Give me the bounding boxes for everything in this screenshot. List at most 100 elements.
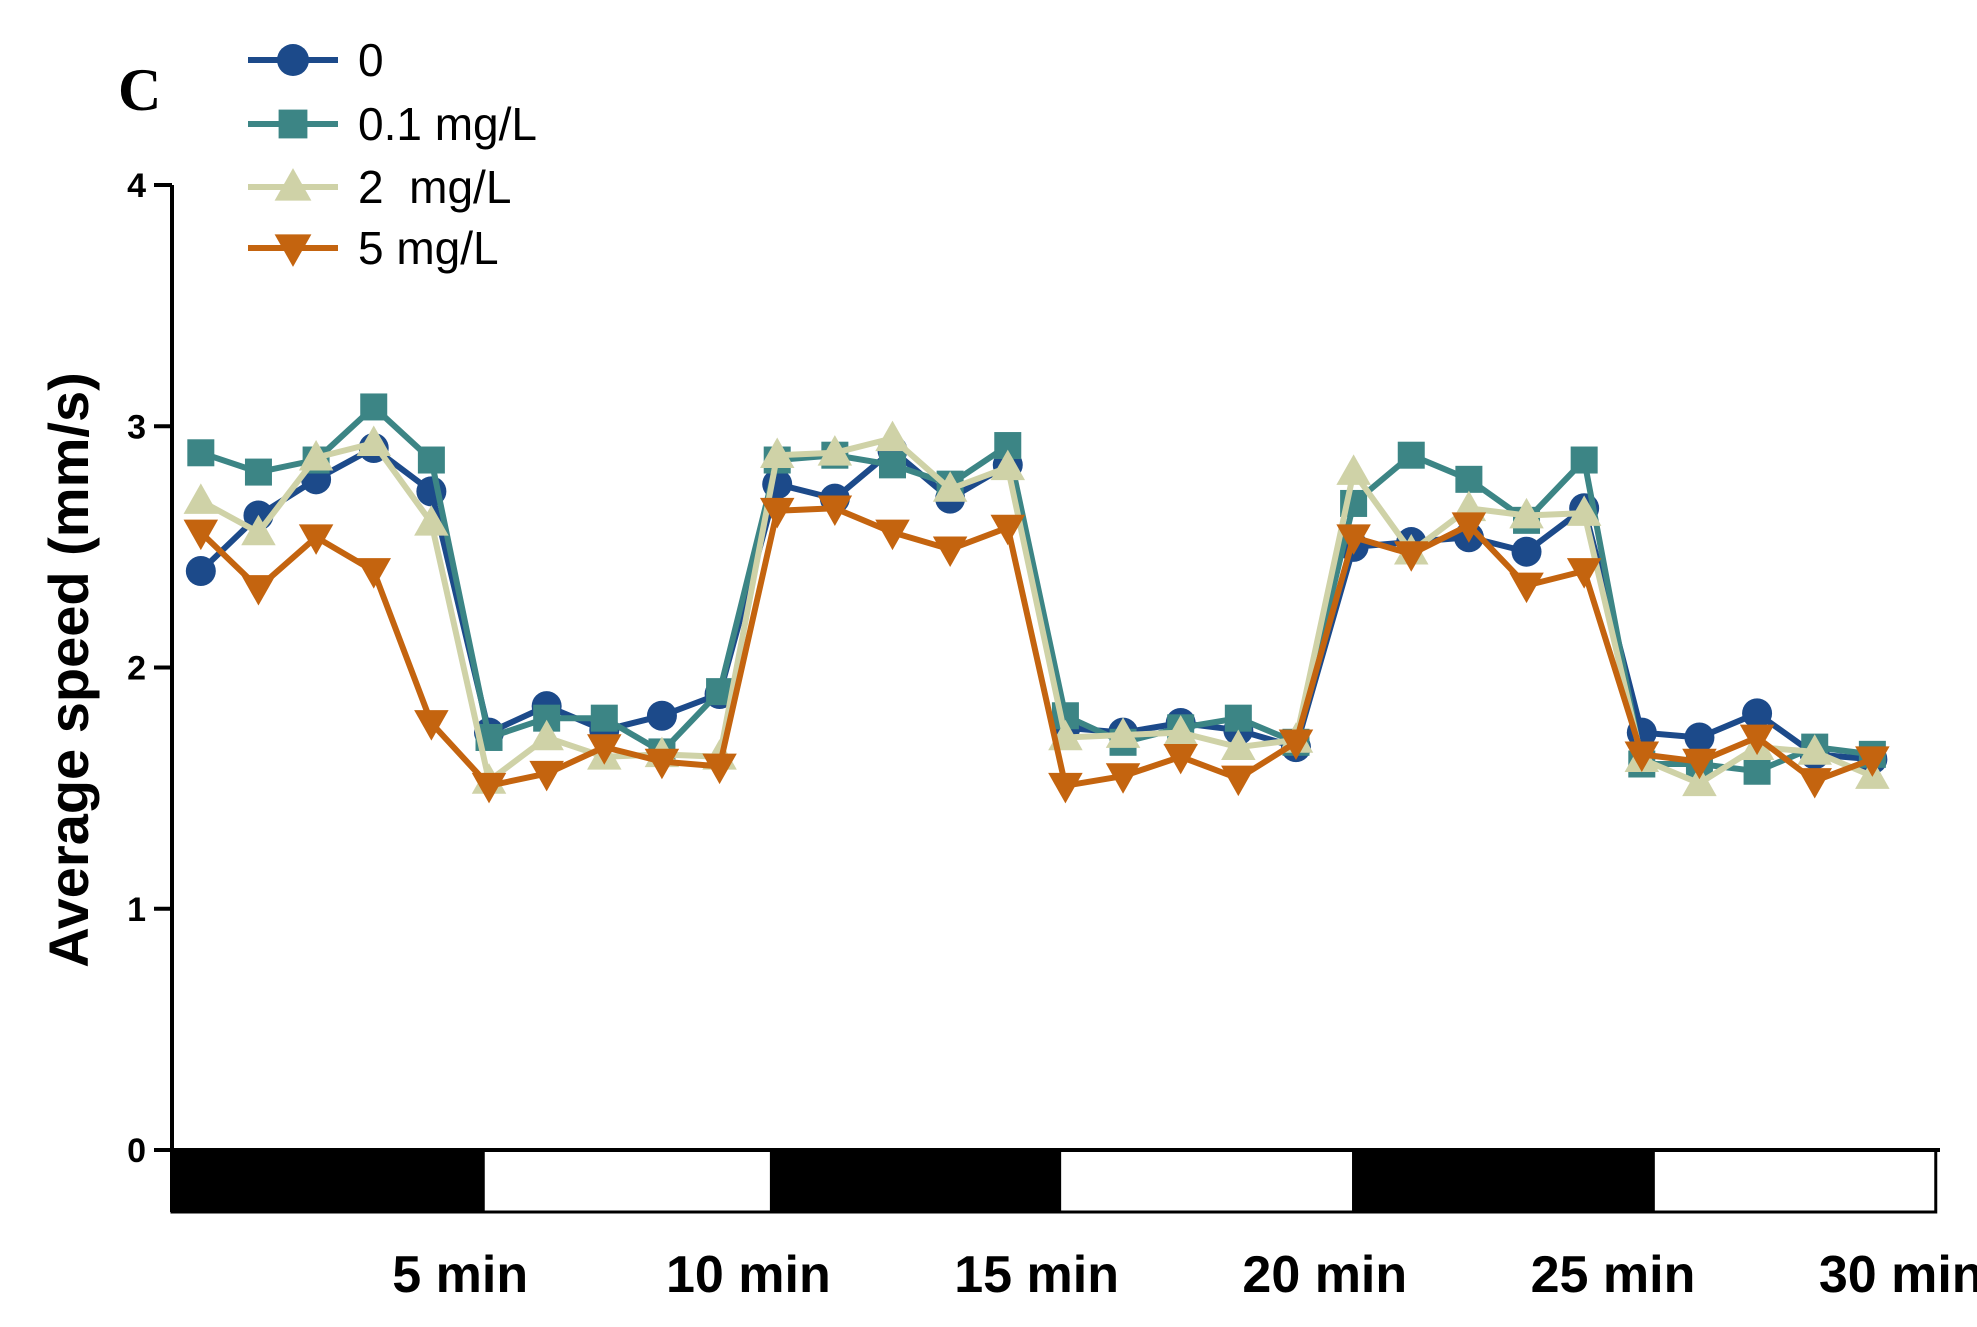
data-point-s4-16 bbox=[1048, 772, 1083, 804]
legend-label-2: 0.1 mg/L bbox=[358, 98, 537, 150]
data-point-s3-14 bbox=[932, 471, 968, 502]
data-point-s3-12 bbox=[817, 435, 853, 466]
data-point-s4-18 bbox=[1163, 743, 1198, 775]
data-point-s3-17 bbox=[1105, 717, 1141, 748]
legend-label-1: 0 bbox=[358, 34, 384, 86]
data-point-s3-19 bbox=[1221, 729, 1256, 760]
data-point-s4-29 bbox=[1797, 768, 1832, 799]
legend-marker-4 bbox=[274, 234, 312, 267]
series-line-3 bbox=[199, 435, 1874, 787]
y-tick-label-4: 4 bbox=[127, 167, 146, 205]
data-point-s3-7 bbox=[529, 719, 564, 751]
data-point-s1-28 bbox=[1742, 698, 1773, 729]
data-point-s4-28 bbox=[1739, 724, 1775, 756]
y-tick-label-1: 1 bbox=[127, 891, 146, 929]
data-point-s3-2 bbox=[241, 514, 276, 546]
data-point-s4-21 bbox=[1336, 524, 1371, 555]
data-point-s2-4 bbox=[360, 393, 388, 421]
data-point-s4-3 bbox=[298, 524, 334, 555]
y-tick-label-0: 0 bbox=[127, 1132, 146, 1170]
legend: 0 0.1 mg/L 2 mg/L 5 mg/L bbox=[248, 34, 537, 274]
data-point-s3-24 bbox=[1509, 497, 1544, 529]
legend-item-4: 5 mg/L bbox=[248, 222, 499, 274]
data-point-s2-23 bbox=[1455, 465, 1483, 493]
data-point-s3-5 bbox=[414, 505, 449, 536]
data-point-s3-18 bbox=[1163, 714, 1198, 746]
data-point-s1-9 bbox=[646, 700, 677, 731]
data-point-s3-29 bbox=[1797, 734, 1832, 765]
data-point-s1-27 bbox=[1684, 722, 1715, 753]
panel-label: C bbox=[118, 57, 161, 123]
axes bbox=[170, 185, 1940, 1212]
x-axis-labels: 5 min 10 min 15 min 20 min 25 min 30 min bbox=[392, 1246, 1977, 1304]
legend-marker-3 bbox=[274, 168, 312, 201]
data-point-s3-11 bbox=[759, 437, 795, 469]
data-point-s4-20 bbox=[1278, 729, 1314, 760]
data-point-s3-25 bbox=[1566, 495, 1602, 526]
legend-marker-2 bbox=[278, 109, 308, 139]
data-point-s2-22 bbox=[1397, 441, 1425, 469]
legend-item-3: 2 mg/L bbox=[248, 161, 511, 213]
bar-segment-dark-5 bbox=[1352, 1148, 1655, 1214]
data-point-s3-13 bbox=[875, 420, 910, 452]
data-point-s4-8 bbox=[587, 734, 622, 765]
data-point-s2-28 bbox=[1743, 757, 1771, 785]
legend-label-3: 2 mg/L bbox=[358, 161, 511, 213]
data-point-s4-9 bbox=[644, 748, 680, 780]
y-tick-label-2: 2 bbox=[127, 650, 146, 688]
data-point-s4-5 bbox=[414, 710, 449, 741]
data-point-s4-4 bbox=[356, 558, 391, 589]
data-point-s3-27 bbox=[1682, 765, 1717, 797]
data-point-s4-17 bbox=[1105, 763, 1141, 794]
x-tick-label-1: 5 min bbox=[392, 1246, 528, 1304]
data-point-s4-22 bbox=[1393, 541, 1429, 572]
data-point-s4-14 bbox=[932, 536, 968, 567]
data-point-s3-15 bbox=[990, 449, 1026, 481]
y-ticks: 0 1 2 3 4 bbox=[127, 167, 172, 1170]
data-point-s2-8 bbox=[590, 704, 618, 732]
series-3 bbox=[183, 420, 1890, 797]
x-tick-label-2: 10 min bbox=[666, 1246, 831, 1304]
data-point-s3-21 bbox=[1336, 454, 1371, 485]
legend-item-1: 0 bbox=[248, 34, 384, 86]
y-tick-label-3: 3 bbox=[127, 408, 146, 446]
data-point-s4-7 bbox=[529, 760, 564, 792]
data-point-s4-19 bbox=[1221, 765, 1256, 797]
legend-label-4: 5 mg/L bbox=[358, 222, 499, 274]
bar-segment-dark-1 bbox=[170, 1148, 485, 1214]
x-tick-label-4: 20 min bbox=[1242, 1246, 1407, 1304]
data-point-s4-15 bbox=[990, 514, 1026, 546]
legend-item-2: 0.1 mg/L bbox=[248, 98, 537, 150]
data-point-s2-13 bbox=[878, 451, 906, 479]
data-point-s4-24 bbox=[1509, 572, 1544, 604]
x-tick-label-5: 25 min bbox=[1531, 1246, 1696, 1304]
data-point-s4-12 bbox=[817, 495, 853, 526]
data-point-s4-25 bbox=[1566, 558, 1602, 589]
data-point-s4-1 bbox=[183, 519, 219, 551]
data-point-s4-2 bbox=[241, 575, 276, 606]
bar-segment-light-2 bbox=[481, 1148, 773, 1214]
data-point-s2-25 bbox=[1570, 446, 1598, 474]
data-point-s4-11 bbox=[759, 497, 795, 529]
data-point-s3-4 bbox=[356, 425, 391, 456]
y-axis-title: Average speed (mm/s) bbox=[37, 372, 100, 968]
data-point-s3-1 bbox=[183, 483, 219, 514]
data-point-s4-23 bbox=[1451, 512, 1487, 543]
data-point-s4-6 bbox=[471, 772, 507, 804]
x-tick-label-6: 30 min bbox=[1819, 1246, 1977, 1304]
bar-segment-light-4 bbox=[1058, 1148, 1356, 1214]
data-point-s3-3 bbox=[298, 439, 334, 471]
series-4 bbox=[183, 495, 1890, 804]
data-point-s4-13 bbox=[875, 519, 910, 551]
bar-segment-light-6 bbox=[1651, 1148, 1938, 1214]
series-line-2 bbox=[199, 403, 1873, 775]
data-point-s1-24 bbox=[1511, 536, 1542, 567]
data-point-s1-1 bbox=[185, 556, 216, 586]
data-point-s4-27 bbox=[1682, 748, 1717, 780]
light-dark-bar bbox=[170, 1148, 1938, 1214]
series-layer bbox=[183, 393, 1890, 804]
x-tick-label-3: 15 min bbox=[954, 1246, 1119, 1304]
data-point-s2-5 bbox=[417, 446, 445, 474]
data-point-s2-19 bbox=[1224, 704, 1252, 732]
